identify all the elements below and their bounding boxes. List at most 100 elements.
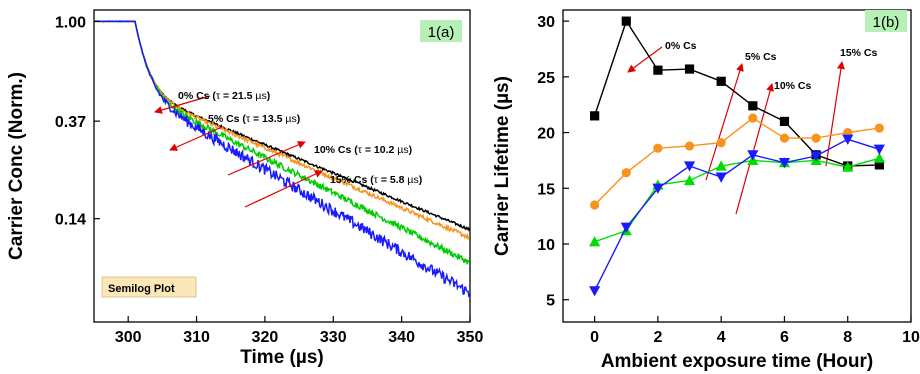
point-15-cs [747, 150, 759, 161]
series-line-15-cs [593, 138, 880, 292]
decay-curve-10-cs [93, 20, 471, 265]
point-5-cs [621, 168, 631, 178]
point-0-cs [590, 111, 600, 121]
annotation-5cs-part: τ [246, 113, 251, 125]
point-10-cs [842, 161, 854, 172]
y-tick-label: 30 [537, 14, 555, 31]
annotation-15cs: 15% Cs (τ = 5.8 µs) [330, 174, 422, 186]
panel-b-y-axis-label: Carrier Lifetime (µs) [492, 76, 513, 256]
label-arrow-0cs [627, 46, 663, 73]
x-tick-label: 2 [653, 329, 662, 346]
annotation-15cs-part: τ [374, 174, 379, 186]
panel-b-y-ticks: 5 10 15 20 25 30 [537, 14, 569, 310]
point-15-cs [683, 161, 696, 172]
panel-a-x-axis-label: Time (µs) [240, 347, 323, 368]
annotation-15cs-part: ) [419, 174, 423, 186]
annotation-5cs-part: 5% Cs ( [208, 113, 246, 125]
point-15-cs [842, 134, 854, 145]
annotation-0cs-part: = 21.5 [220, 90, 255, 102]
point-5-cs [684, 141, 695, 151]
panel-a-tag: 1(a) [428, 24, 455, 41]
panel-b-x-axis-label: Ambient exposure time (Hour) [601, 351, 873, 372]
panel-b: 0 2 4 6 8 10 5 10 15 20 25 30 0% Cs 5% Cs 10% Cs 1… [492, 9, 920, 372]
y-tick-label: 20 [537, 126, 555, 143]
point-0-cs [716, 76, 726, 86]
y-tick-label: 10 [537, 237, 555, 254]
label-15cs: 15% Cs [840, 47, 878, 59]
annotation-15cs-part: 15% Cs ( [330, 174, 374, 186]
point-5-cs [716, 138, 726, 148]
annotation-10cs-part: ) [409, 144, 413, 156]
series-line-10-cs [594, 157, 880, 243]
point-15-cs [873, 144, 885, 155]
x-tick-label: 310 [183, 329, 210, 346]
x-tick-label: 320 [252, 329, 279, 346]
panel-b-tag: 1(b) [873, 14, 900, 31]
annotation-10cs-part: 10% Cs ( [314, 144, 358, 156]
annotation-0cs-part: 0% Cs ( [178, 90, 216, 102]
panel-b-series [589, 16, 885, 297]
annotation-0cs-part: µs [255, 90, 266, 102]
panel-a-tag-bg [420, 20, 462, 42]
point-5-cs [874, 123, 884, 133]
x-tick-label: 330 [320, 329, 347, 346]
annotation-arrow-0cs [154, 95, 211, 114]
point-15-cs [620, 222, 632, 233]
semilog-badge: Semilog Plot [108, 283, 175, 295]
annotation-arrow-5cs [169, 126, 223, 151]
panel-b-plot-area [562, 9, 912, 323]
annotation-0cs-part: τ [216, 90, 221, 102]
x-tick-label: 300 [115, 329, 142, 346]
y-tick-label: 0.14 [55, 212, 86, 229]
semilog-badge-bg [101, 276, 197, 298]
point-5-cs [779, 133, 790, 143]
y-tick-label: 25 [537, 70, 555, 87]
annotation-5cs: 5% Cs (τ = 13.5 µs) [208, 113, 300, 125]
annotation-15cs-part: µs [407, 174, 418, 186]
panel-a: 300 310 320 330 340 350 1.00 0.37 0.14 Time (µs… [6, 9, 483, 368]
point-15-cs [715, 172, 727, 183]
x-tick-label: 8 [843, 329, 852, 346]
annotation-0cs-part: ) [267, 90, 271, 102]
point-0-cs [653, 65, 663, 75]
point-0-cs [779, 116, 790, 127]
point-0-cs [621, 16, 631, 26]
point-10-cs [873, 152, 885, 163]
annotation-10cs-part: = 10.2 [362, 144, 397, 156]
point-15-cs [778, 158, 791, 169]
point-5-cs [653, 143, 663, 153]
annotation-10cs-part: τ [358, 144, 363, 156]
x-tick-label: 4 [717, 329, 726, 346]
point-10-cs [715, 160, 727, 171]
x-tick-label: 0 [590, 329, 599, 346]
point-0-cs [874, 160, 884, 170]
annotation-5cs-part: µs [285, 113, 296, 125]
point-10-cs [683, 174, 696, 186]
label-arrow-5cs [705, 63, 744, 181]
point-5-cs [811, 133, 821, 143]
point-15-cs [589, 286, 601, 297]
annotation-arrow-10cs [227, 141, 306, 176]
panel-a-y-axis-label: Carrier Conc (Norm.) [6, 72, 27, 260]
annotation-5cs-part: ) [297, 113, 301, 125]
annotation-5cs-part: = 13.5 [250, 113, 285, 125]
panel-a-curves [93, 20, 471, 298]
decay-curve-15-cs [94, 20, 470, 298]
decay-curve-5-cs [93, 20, 470, 241]
panel-a-y-ticks: 1.00 0.37 0.14 [55, 14, 100, 229]
panel-b-x-ticks: 0 2 4 6 8 10 [590, 316, 920, 346]
panel-a-plot-area [93, 9, 471, 323]
label-arrow-10cs [735, 83, 774, 215]
x-tick-label: 6 [780, 329, 789, 346]
annotation-15cs-part: = 5.8 [378, 174, 407, 186]
panel-a-x-ticks: 300 310 320 330 340 350 [115, 316, 483, 346]
label-0cs: 0% Cs [665, 40, 697, 52]
point-15-cs [810, 151, 822, 162]
label-arrow-15cs [825, 61, 845, 167]
x-tick-label: 10 [902, 329, 920, 346]
decay-curve-0-cs [93, 20, 471, 232]
point-0-cs [748, 101, 758, 111]
point-10-cs [589, 236, 601, 247]
point-15-cs [652, 183, 664, 194]
